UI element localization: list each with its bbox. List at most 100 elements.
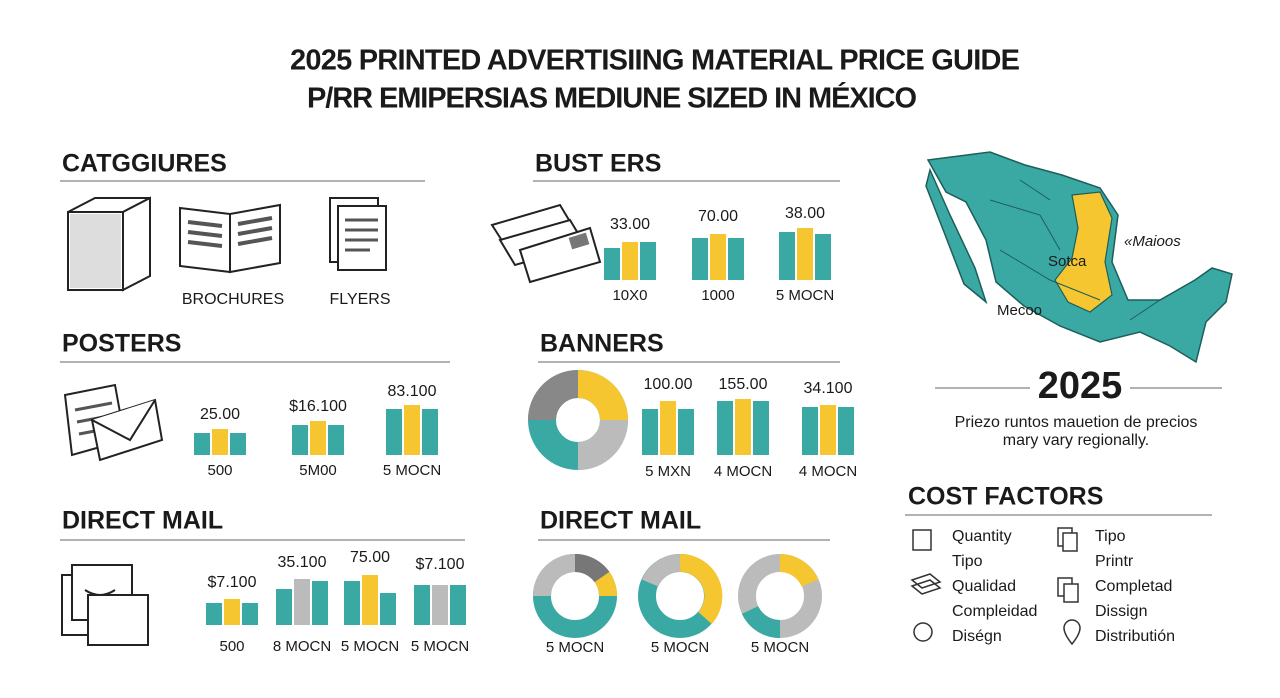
factor: Diségn xyxy=(952,628,1002,645)
factor: Printr xyxy=(1095,553,1134,570)
price-label: 83.100 xyxy=(388,383,437,400)
group-label: 5 MOCN xyxy=(383,462,441,479)
bar xyxy=(292,425,308,455)
note: Priezo runtos mauetion de precios xyxy=(955,414,1198,431)
flyer-icon xyxy=(329,197,387,271)
group-label: 10X0 xyxy=(612,287,647,304)
factor: Completad xyxy=(1095,578,1172,595)
bar xyxy=(224,599,240,625)
category-label: BROCHURES xyxy=(182,291,284,308)
note: mary vary regionally. xyxy=(1003,432,1149,449)
group-label: 500 xyxy=(219,638,244,655)
group-label: 5 MOCN xyxy=(751,639,809,656)
bar xyxy=(815,234,831,280)
bar xyxy=(779,232,795,280)
section-title: CATGGIURES xyxy=(62,150,227,178)
bar xyxy=(450,585,466,625)
price-label: 100.00 xyxy=(644,376,693,393)
bar xyxy=(753,401,769,455)
price-label: $7.100 xyxy=(416,556,465,573)
year: 2025 xyxy=(1038,365,1123,407)
bar xyxy=(728,238,744,280)
map-label: Mecoo xyxy=(997,302,1042,319)
book-icon xyxy=(67,196,151,292)
section-title: DIRECT MAIL xyxy=(62,507,223,535)
bar xyxy=(710,234,726,280)
bar xyxy=(414,585,430,625)
title: 2025 PRINTED ADVERTISIING MATERIAL PRICE… xyxy=(290,45,1020,77)
bar xyxy=(212,429,228,455)
map-label: «Maioos xyxy=(1124,233,1181,250)
bar xyxy=(312,581,328,625)
factor: Compleidad xyxy=(952,603,1037,620)
envelope-icon xyxy=(63,383,164,462)
group-label: 5 MOCN xyxy=(651,639,709,656)
group-label: 8 MOCN xyxy=(273,638,331,655)
bar xyxy=(604,248,620,280)
factor: Qualidad xyxy=(952,578,1016,595)
section-title: BUST ERS xyxy=(535,150,661,178)
bar xyxy=(344,581,360,625)
cards-icon xyxy=(490,203,602,284)
bar xyxy=(622,242,638,280)
group-label: 5 MOCN xyxy=(546,639,604,656)
bar xyxy=(735,399,751,455)
donut-chart xyxy=(533,553,822,639)
price-label: 34.100 xyxy=(804,380,853,397)
section-title: DIRECT MAIL xyxy=(540,507,701,535)
group-label: 1000 xyxy=(701,287,734,304)
bar xyxy=(660,401,676,455)
factor-icons xyxy=(910,527,1081,646)
category-label: FLYERS xyxy=(329,291,390,308)
price-label: 38.00 xyxy=(785,205,825,222)
bar xyxy=(802,407,818,455)
factor: Dissign xyxy=(1095,603,1147,620)
mail-icon xyxy=(61,564,149,646)
bar xyxy=(404,405,420,455)
bar xyxy=(328,425,344,455)
price-label: 25.00 xyxy=(200,406,240,423)
bar xyxy=(422,409,438,455)
section-title: BANNERS xyxy=(540,330,664,358)
group-label: 5 MOCN xyxy=(411,638,469,655)
price-label: 33.00 xyxy=(610,216,650,233)
bar xyxy=(362,575,378,625)
bar xyxy=(640,242,656,280)
bar xyxy=(206,603,222,625)
bar xyxy=(310,421,326,455)
bar xyxy=(642,409,658,455)
price-label: 75.00 xyxy=(350,549,390,566)
subtitle: P/RR EMIPERSIAS MEDIUNE SIZED IN MÉXICO xyxy=(307,81,917,115)
group-label: 4 MOCN xyxy=(714,463,772,480)
group-label: 5 MXN xyxy=(645,463,691,480)
bar xyxy=(717,401,733,455)
section-title: COST FACTORS xyxy=(908,483,1103,511)
bar xyxy=(230,433,246,455)
bar xyxy=(797,228,813,280)
map xyxy=(925,151,1233,364)
factor: Tipo xyxy=(1095,528,1126,545)
bar xyxy=(692,238,708,280)
section-title: POSTERS xyxy=(62,330,181,358)
donut-chart xyxy=(528,370,628,470)
map-label: Sotca xyxy=(1048,253,1087,270)
bar xyxy=(276,589,292,625)
price-label: $16.100 xyxy=(289,398,347,415)
bar xyxy=(838,407,854,455)
price-label: 70.00 xyxy=(698,208,738,225)
bar xyxy=(380,593,396,625)
bar xyxy=(678,409,694,455)
factor: Quantity xyxy=(952,528,1012,545)
price-label: 35.100 xyxy=(278,554,327,571)
group-label: 5 MOCN xyxy=(776,287,834,304)
price-label: $7.100 xyxy=(208,574,257,591)
bar xyxy=(432,585,448,625)
brochure-icon xyxy=(179,203,281,274)
bar xyxy=(386,409,402,455)
group-label: 500 xyxy=(207,462,232,479)
bar xyxy=(194,433,210,455)
price-label: 155.00 xyxy=(719,376,768,393)
bar xyxy=(242,603,258,625)
group-label: 5 MOCN xyxy=(341,638,399,655)
